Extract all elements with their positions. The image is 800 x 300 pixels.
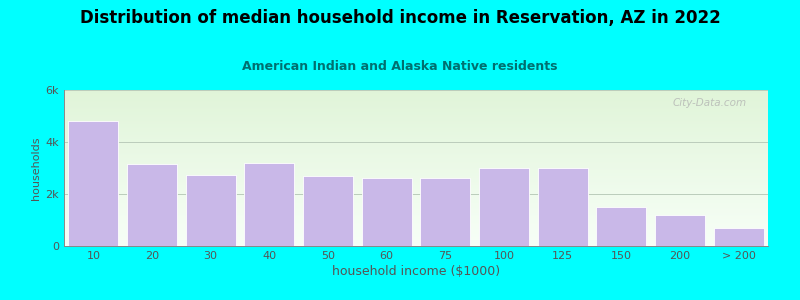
Text: American Indian and Alaska Native residents: American Indian and Alaska Native reside… [242,60,558,73]
Text: City-Data.com: City-Data.com [673,98,747,108]
Bar [479,168,529,246]
Bar [421,178,470,246]
Text: Distribution of median household income in Reservation, AZ in 2022: Distribution of median household income … [80,9,720,27]
Bar [596,207,646,246]
Y-axis label: households: households [31,136,42,200]
Bar [538,168,587,246]
Bar [362,178,411,246]
Bar [127,164,177,246]
Bar [655,215,705,246]
Bar [186,175,235,246]
Bar [69,121,118,246]
Bar [714,228,763,246]
Bar [245,163,294,246]
Bar [303,176,353,246]
X-axis label: household income ($1000): household income ($1000) [332,265,500,278]
